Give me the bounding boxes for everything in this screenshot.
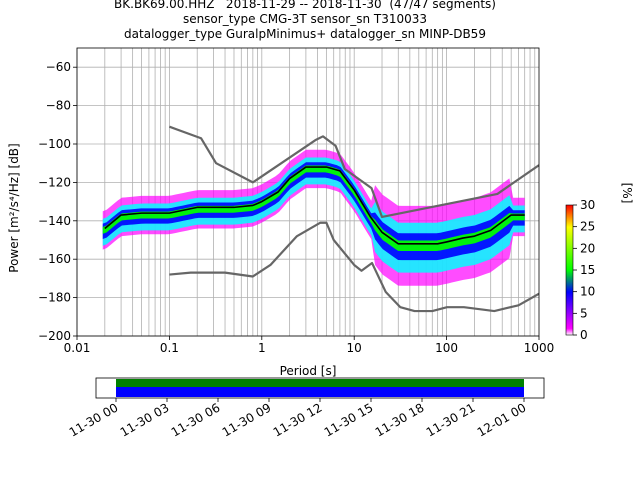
colorbar-tick-label: 5 [580, 306, 588, 320]
x-tick-label: 0.01 [64, 341, 91, 355]
title-line-3: datalogger_type GuralpMinimus+ datalogge… [124, 27, 486, 41]
y-tick-label: −180 [38, 291, 71, 305]
ppsd-density [102, 149, 525, 286]
timeline-tick-label: 11-30 21 [424, 400, 478, 439]
timeline-tick-label: 12-01 00 [475, 400, 529, 439]
timeline-tick-label: 11-30 12 [271, 400, 325, 439]
y-tick-label: −120 [38, 175, 71, 189]
y-tick-label: −140 [38, 214, 71, 228]
x-tick-label: 0.1 [160, 341, 179, 355]
x-axis: 0.01 0.1 1 10 100 1000 [64, 336, 555, 355]
timeline-tick-label: 11-30 18 [373, 400, 427, 439]
colorbar-tick-label: 10 [580, 285, 595, 299]
y-axis: −200 −180 −160 −140 −120 −100 −80 −60 [38, 60, 77, 343]
x-tick-label: 1000 [524, 341, 555, 355]
x-tick-label: 1 [258, 341, 266, 355]
x-tick-label: 100 [435, 341, 458, 355]
y-tick-label: −160 [38, 252, 71, 266]
timeline-tick-label: 11-30 09 [220, 400, 274, 439]
colorbar-tick-label: 0 [580, 328, 588, 342]
x-axis-label: Period [s] [280, 364, 337, 378]
noise-model-low-line [169, 221, 539, 313]
timeline-tick-label: 11-30 00 [67, 400, 121, 439]
plot-frame [76, 47, 540, 337]
y-axis-label: Power [m²/s⁴/Hz] [dB] [7, 143, 21, 272]
noise-model-high-line [169, 125, 539, 219]
density-band [102, 165, 525, 252]
colorbar [565, 204, 574, 336]
x-tick-label: 10 [347, 341, 362, 355]
timeline-tick-label: 11-30 06 [169, 400, 223, 439]
colorbar-ticks: 0 5 10 15 20 25 30 [573, 198, 595, 342]
timeline-bar-blue [116, 387, 524, 397]
title-line-2: sensor_type CMG-3T sensor_sn T310033 [182, 12, 428, 26]
colorbar-tick-label: 30 [580, 198, 595, 212]
colorbar-tick-label: 25 [580, 220, 595, 234]
mean-line [104, 166, 525, 245]
timeline-tick-label: 11-30 15 [322, 400, 376, 439]
y-tick-label: −80 [46, 99, 71, 113]
colorbar-tick-label: 20 [580, 241, 595, 255]
title-line-1: BK.BK69.00.HHZ 2018-11-29 -- 2018-11-30 … [114, 0, 496, 11]
ppsd-lines [104, 125, 539, 313]
y-tick-label: −200 [38, 329, 71, 343]
plot-grid [76, 48, 539, 337]
density-band [102, 162, 525, 261]
colorbar-label: [%] [620, 183, 634, 204]
timeline-tick-label: 11-30 03 [118, 400, 172, 439]
y-tick-label: −100 [38, 137, 71, 151]
colorbar-tick-label: 15 [580, 263, 595, 277]
y-tick-label: −60 [46, 60, 71, 74]
timeline-bar-green [116, 379, 524, 387]
